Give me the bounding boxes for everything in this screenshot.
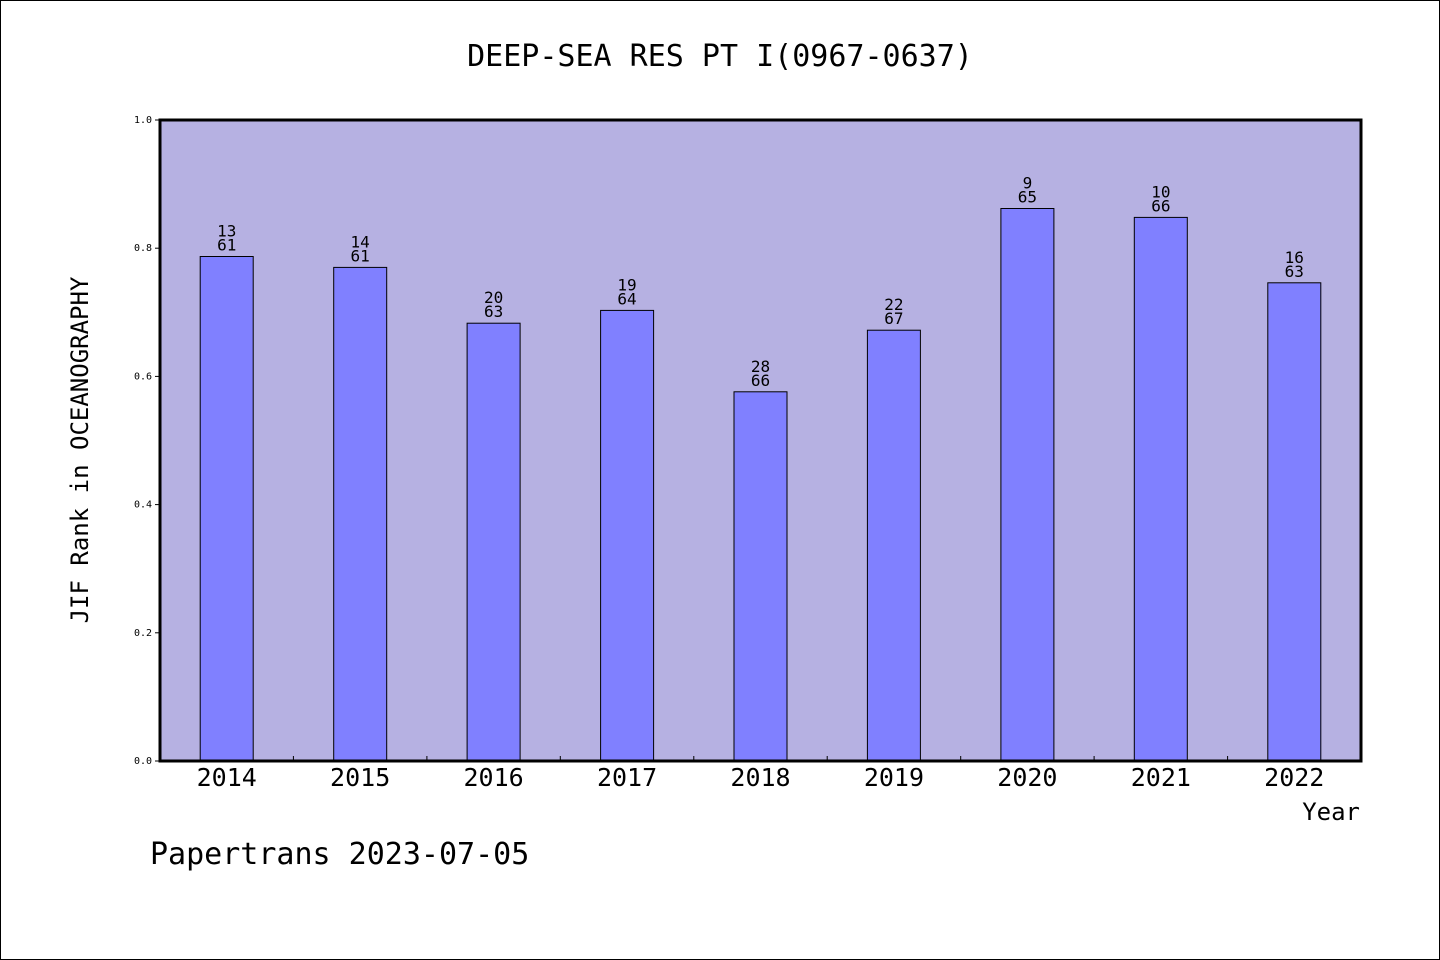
bar-2014 — [199, 256, 254, 762]
x-tick-label-2014: 2014 — [197, 763, 257, 792]
x-tick-label-2021: 2021 — [1131, 763, 1191, 792]
x-tick-label-2015: 2015 — [330, 763, 390, 792]
bars-group — [199, 208, 1322, 762]
y-axis-label: JIF Rank in OCEANOGRAPHY — [66, 276, 94, 623]
bar-rank-label-2014: 13 — [217, 222, 236, 241]
x-axis: 2014 2015 2016 2017 2018 2019 2020 2021 2022 — [197, 756, 1324, 792]
bar-rank-label-2020: 9 — [1023, 174, 1033, 193]
bar-total-label-2019: 67 — [884, 309, 903, 328]
bar-rank-label-2019: 22 — [884, 295, 903, 314]
bar-total-label-2021: 66 — [1151, 196, 1170, 215]
bar-2021 — [1133, 216, 1188, 762]
bar-total-label-2015: 61 — [351, 246, 370, 265]
bar-total-label-2018: 66 — [751, 371, 770, 390]
bar-2019 — [866, 329, 921, 762]
x-tick-label-2019: 2019 — [864, 763, 924, 792]
x-axis-label: Year — [1302, 798, 1360, 826]
x-tick-label-2022: 2022 — [1264, 763, 1324, 792]
bar-total-label-2016: 63 — [484, 302, 503, 321]
bar-total-label-2017: 64 — [617, 289, 636, 308]
bar-rank-label-2022: 16 — [1285, 248, 1304, 267]
bar-rank-label-2016: 20 — [484, 288, 503, 307]
y-tick-label: 0.2 — [134, 628, 152, 639]
bar-2017 — [600, 309, 655, 762]
x-tick-label-2018: 2018 — [730, 763, 790, 792]
bar-2020 — [1000, 208, 1055, 762]
x-tick-label-2020: 2020 — [997, 763, 1057, 792]
y-tick-label: 0.0 — [134, 756, 152, 767]
bar-rank-label-2021: 10 — [1151, 182, 1170, 201]
bar-2018 — [733, 391, 788, 762]
bar-total-label-2014: 61 — [217, 236, 236, 255]
y-tick-label: 0.8 — [134, 243, 152, 254]
bar-rank-label-2017: 19 — [617, 275, 636, 294]
bar-total-label-2022: 63 — [1285, 262, 1304, 281]
y-tick-label: 1.0 — [134, 115, 152, 126]
bar-rank-label-2015: 14 — [351, 232, 370, 251]
footer-text: Papertrans 2023-07-05 — [150, 837, 529, 872]
chart-title: DEEP-SEA RES PT I(0967-0637) — [467, 39, 973, 74]
plot-border — [158, 118, 1363, 763]
y-tick-label: 0.4 — [134, 500, 152, 511]
y-axis: 0.0 0.2 0.4 0.6 0.8 1.0 — [134, 115, 160, 767]
bar-2015 — [333, 266, 388, 762]
y-tick-label: 0.6 — [134, 371, 152, 382]
x-tick-label-2017: 2017 — [597, 763, 657, 792]
bar-2022 — [1267, 282, 1322, 762]
bar-total-label-2020: 65 — [1018, 188, 1037, 207]
x-tick-label-2016: 2016 — [464, 763, 524, 792]
bar-2016 — [466, 322, 521, 762]
bar-rank-label-2018: 28 — [751, 357, 770, 376]
